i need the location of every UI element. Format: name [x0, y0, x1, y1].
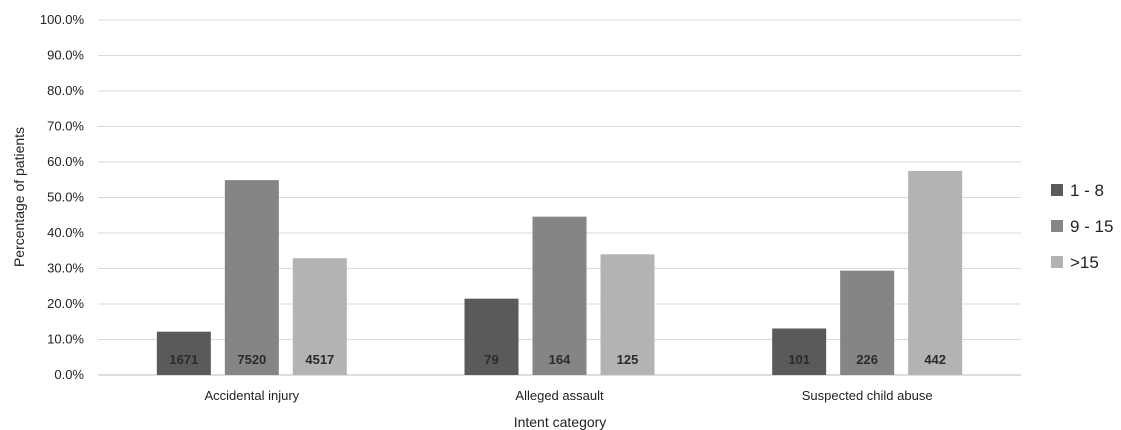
- bar: [772, 328, 827, 375]
- bar: [600, 254, 655, 375]
- data-label: 4517: [305, 352, 334, 367]
- y-axis-title: Percentage of patients: [11, 127, 27, 267]
- y-tick-label: 70.0%: [47, 119, 84, 134]
- data-label: 101: [788, 352, 810, 367]
- bars: [156, 170, 963, 375]
- y-tick-label: 90.0%: [47, 48, 84, 63]
- bar: [532, 216, 587, 375]
- bar: [908, 170, 963, 375]
- data-label: 79: [484, 352, 498, 367]
- y-tick-label: 50.0%: [47, 190, 84, 205]
- x-category-label: Alleged assault: [515, 388, 604, 403]
- y-tick-label: 40.0%: [47, 225, 84, 240]
- y-tick-label: 100.0%: [40, 12, 85, 27]
- legend: 1 - 8 9 - 15 >15: [1051, 181, 1113, 272]
- legend-swatch: [1051, 256, 1063, 268]
- x-category-label: Accidental injury: [205, 388, 300, 403]
- legend-label: >15: [1070, 253, 1099, 272]
- data-label: 226: [856, 352, 878, 367]
- data-label: 125: [617, 352, 639, 367]
- y-tick-label: 60.0%: [47, 154, 84, 169]
- bar: [224, 180, 279, 375]
- y-tick-label: 10.0%: [47, 332, 84, 347]
- x-axis-categories: Accidental injury Alleged assault Suspecte…: [205, 388, 933, 403]
- y-tick-label: 80.0%: [47, 83, 84, 98]
- data-label: 164: [549, 352, 571, 367]
- bar: [840, 270, 895, 375]
- data-labels: 1671 7520 4517 79 164 125 101 226 442: [169, 352, 946, 367]
- y-axis-ticks: 0.0% 10.0% 20.0% 30.0% 40.0% 50.0% 60.0% 70.0% 8…: [40, 12, 85, 382]
- data-label: 7520: [237, 352, 266, 367]
- data-label: 1671: [169, 352, 198, 367]
- y-tick-label: 20.0%: [47, 296, 84, 311]
- y-tick-label: 0.0%: [54, 367, 84, 382]
- legend-label: 1 - 8: [1070, 181, 1104, 200]
- legend-swatch: [1051, 184, 1063, 196]
- bar: [464, 298, 519, 375]
- data-label: 442: [924, 352, 946, 367]
- x-axis-title: Intent category: [514, 414, 607, 430]
- legend-swatch: [1051, 220, 1063, 232]
- bar: [156, 331, 211, 375]
- bar: [292, 258, 347, 375]
- legend-label: 9 - 15: [1070, 217, 1113, 236]
- x-category-label: Suspected child abuse: [802, 388, 933, 403]
- y-tick-label: 30.0%: [47, 261, 84, 276]
